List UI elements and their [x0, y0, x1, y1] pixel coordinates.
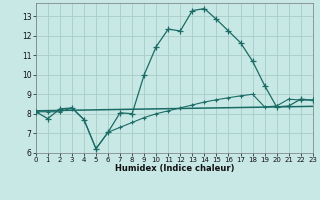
X-axis label: Humidex (Indice chaleur): Humidex (Indice chaleur): [115, 164, 234, 173]
